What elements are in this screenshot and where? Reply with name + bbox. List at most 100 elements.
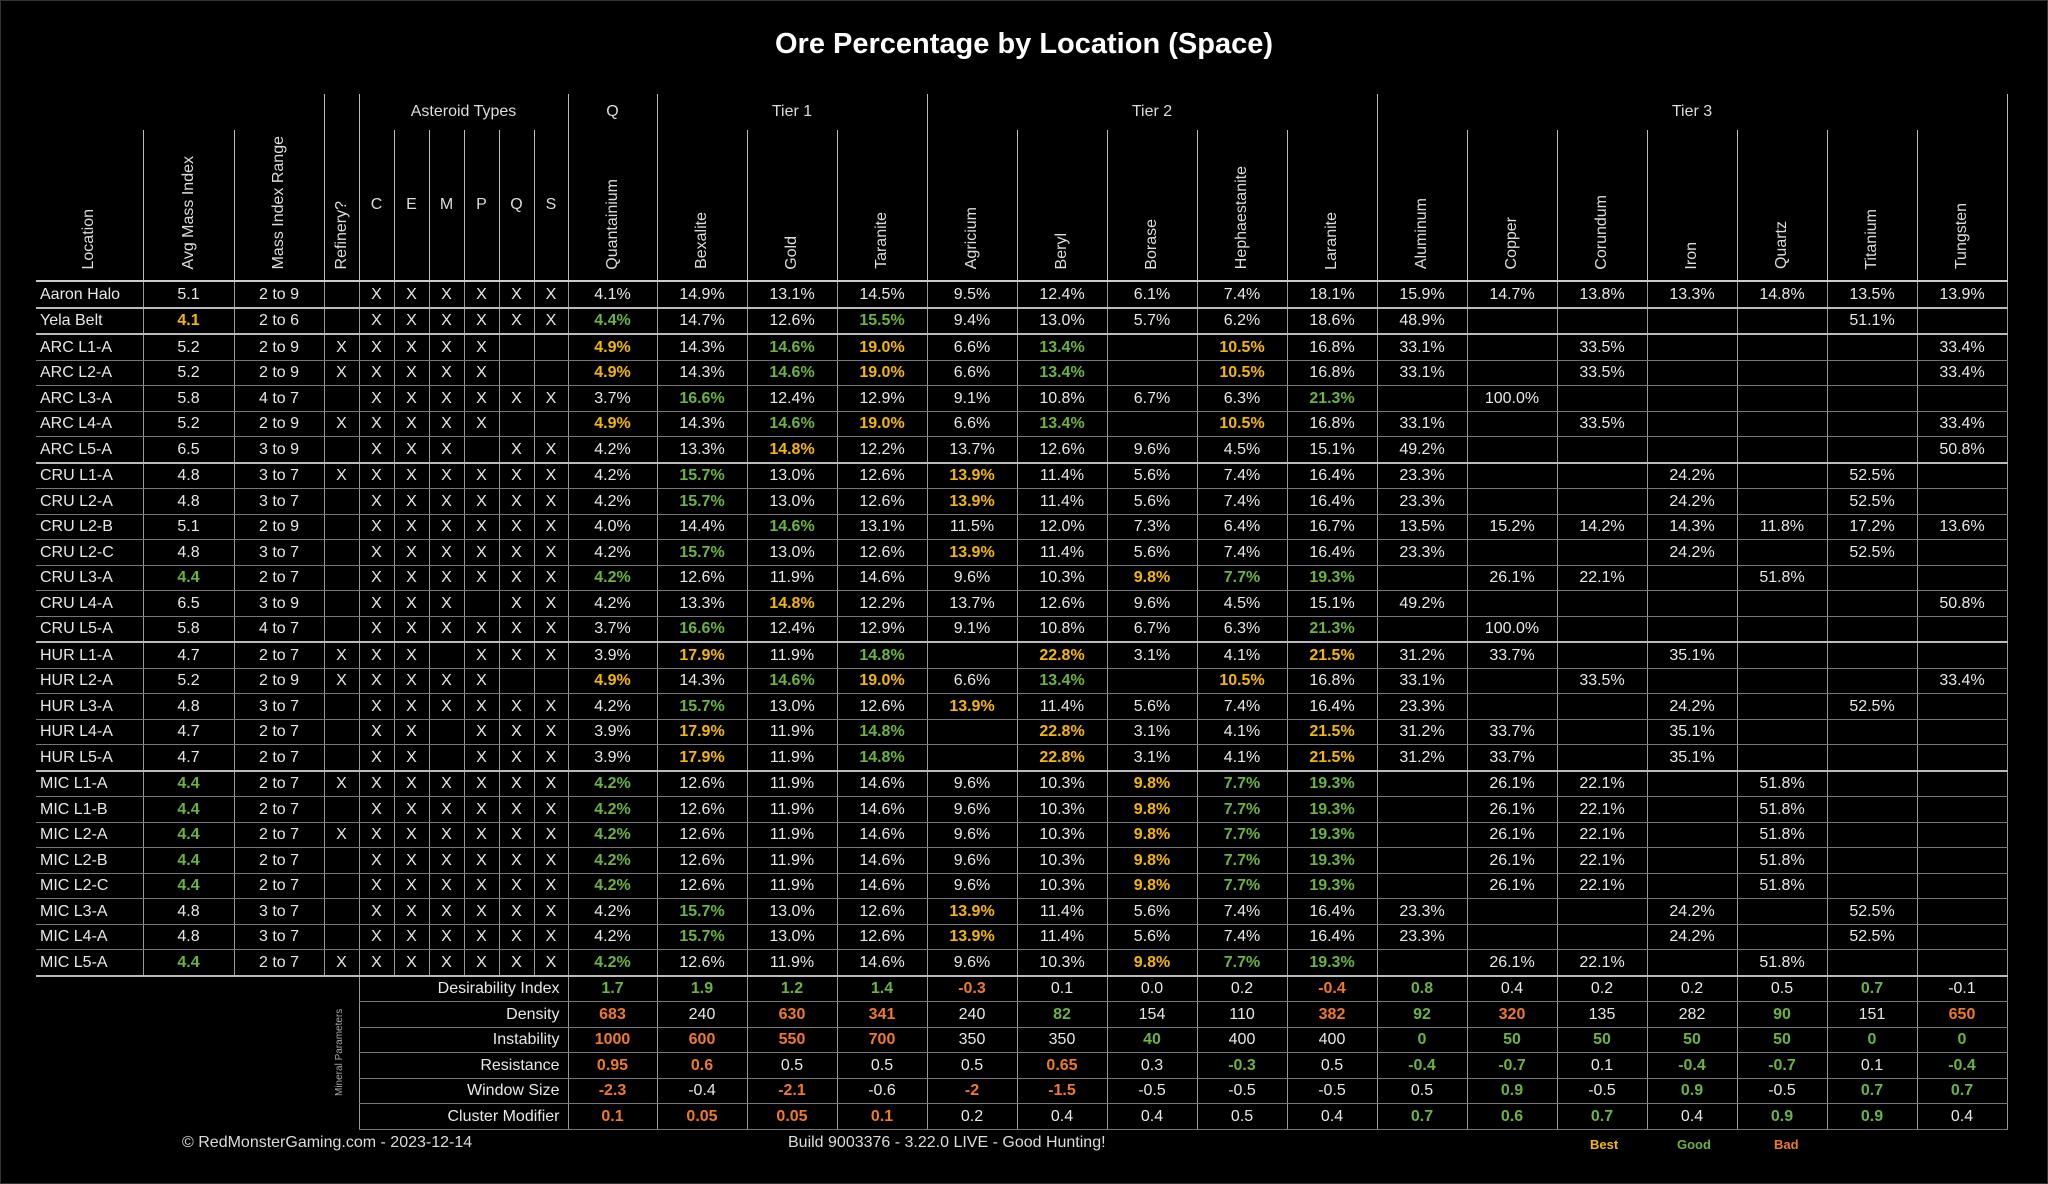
cell-q: X [498,488,534,515]
parameter-cell-gold: 550 [746,1027,837,1054]
cell-location: CRU L2-A [36,488,143,515]
cell-taranite: 12.2% [836,590,927,617]
cell-tungsten: 33.4% [1916,668,2008,695]
table-row: ARC L2-A 5.2 2 to 9 X X X X X 4.9% 14.3% 14.6% 19.0… [36,360,2008,387]
cell-mass-index-range: 2 to 6 [233,307,324,336]
cell-location: MIC L4-A [36,924,143,951]
cell-avg-mass-index: 4.4 [142,796,234,823]
cell-s: X [533,873,568,900]
cell-p: X [463,642,499,669]
cell-mass-index-range: 3 to 7 [233,462,324,490]
column-header-titanium: Titanium [1826,130,1917,283]
cell-taranite: 12.6% [836,488,927,515]
parameter-cell-beryl: 0.65 [1016,1052,1107,1079]
cell-corundum [1556,488,1647,515]
parameter-cell-beryl: 82 [1016,1001,1107,1028]
parameter-cell-copper: 0.9 [1466,1078,1557,1105]
column-header-taranite: Taranite [836,130,927,283]
cell-gold: 14.6% [746,668,837,695]
parameter-cell-aluminum: 92 [1376,1001,1467,1028]
column-header-label: Iron [1683,241,1700,270]
cell-bexalite: 14.3% [656,411,747,438]
cell-quartz: 51.8% [1736,796,1827,823]
cell-e: X [393,822,429,849]
cell-p: X [463,411,499,438]
cell-borase: 6.7% [1106,385,1197,412]
cell-quartz [1736,411,1827,438]
parameter-cell-quartz: 50 [1736,1027,1827,1054]
cell-taranite: 19.0% [836,360,927,387]
cell-copper: 33.7% [1466,719,1557,746]
parameter-cell-bexalite: -0.4 [656,1078,747,1105]
cell-beryl: 12.4% [1016,281,1107,309]
cell-p [463,590,499,617]
cell-borase: 6.7% [1106,616,1197,644]
parameter-cell-tungsten: 0.4 [1916,1103,2008,1130]
column-header-label: Laranite [1323,211,1340,270]
cell-taranite: 12.9% [836,385,927,412]
cell-laranite: 16.8% [1286,360,1377,387]
cell-agricium: 9.5% [926,281,1017,309]
cell-gold: 11.9% [746,744,837,772]
cell-aluminum [1376,565,1467,592]
cell-quantainium: 4.2% [567,822,657,849]
cell-quantainium: 4.2% [567,873,657,900]
column-header-aluminum: Aluminum [1376,130,1467,283]
cell-beryl: 11.4% [1016,462,1107,490]
parameter-cell-bexalite: 600 [656,1027,747,1054]
cell-location: MIC L3-A [36,898,143,925]
cell-beryl: 13.4% [1016,668,1107,695]
cell-titanium [1826,436,1917,464]
cell-mass-index-range: 2 to 9 [233,281,324,309]
cell-borase: 9.8% [1106,873,1197,900]
cell-iron: 24.2% [1646,924,1737,951]
cell-laranite: 19.3% [1286,822,1377,849]
cell-beryl: 11.4% [1016,898,1107,925]
parameter-row: Mineral Parameters Desirability Index 1.7 1… [36,975,2008,1096]
cell-p: X [463,770,499,798]
table-row: ARC L1-A 5.2 2 to 9 X X X X X 4.9% 14.3% 14.6% 19.0… [36,334,2008,361]
cell-aluminum: 23.3% [1376,488,1467,515]
parameter-label: Instability [358,1027,568,1054]
parameter-cell-quartz: 0.5 [1736,975,1827,1003]
cell-mass-index-range: 2 to 7 [233,949,324,977]
cell-taranite: 14.6% [836,770,927,798]
cell-mass-index-range: 2 to 9 [233,514,324,541]
cell-titanium [1826,873,1917,900]
parameter-cell-iron: 0.4 [1646,1103,1737,1130]
cell-laranite: 16.4% [1286,539,1377,566]
cell-hephaestanite: 7.7% [1196,949,1287,977]
parameter-cell-laranite: 382 [1286,1001,1377,1028]
cell-hephaestanite: 6.3% [1196,616,1287,644]
cell-agricium: 9.1% [926,616,1017,644]
group-blank-refinery [323,94,359,130]
cell-iron [1646,590,1737,617]
cell-tungsten [1916,847,2008,874]
cell-corundum [1556,539,1647,566]
cell-tungsten [1916,873,2008,900]
cell-gold: 13.0% [746,924,837,951]
cell-gold: 13.0% [746,539,837,566]
group-tier3: Tier 3 [1376,94,2008,130]
cell-titanium [1826,385,1917,412]
cell-copper [1466,334,1557,361]
table-row: CRU L2-B 5.1 2 to 9 X X X X X X 4.0% 14.4% 14.6% 13.… [36,514,2008,541]
cell-c: X [358,668,394,695]
cell-agricium: 6.6% [926,360,1017,387]
cell-q: X [498,847,534,874]
parameter-cell-gold: -2.1 [746,1078,837,1105]
parameter-cell-taranite: 0.5 [836,1052,927,1079]
cell-copper: 26.1% [1466,822,1557,849]
parameter-cell-aluminum: 0.5 [1376,1078,1467,1105]
cell-hephaestanite: 4.1% [1196,744,1287,772]
parameter-cell-hephaestanite: -0.5 [1196,1078,1287,1105]
cell-hephaestanite: 7.4% [1196,488,1287,515]
cell-bexalite: 14.7% [656,307,747,336]
cell-quantainium: 4.9% [567,411,657,438]
cell-hephaestanite: 7.4% [1196,898,1287,925]
cell-tungsten [1916,898,2008,925]
cell-agricium: 13.7% [926,590,1017,617]
table-row: MIC L2-B 4.4 2 to 7 X X X X X X 4.2% 12.6% 11.9% 14.… [36,847,2008,874]
cell-beryl: 13.4% [1016,360,1107,387]
cell-e: X [393,616,429,644]
